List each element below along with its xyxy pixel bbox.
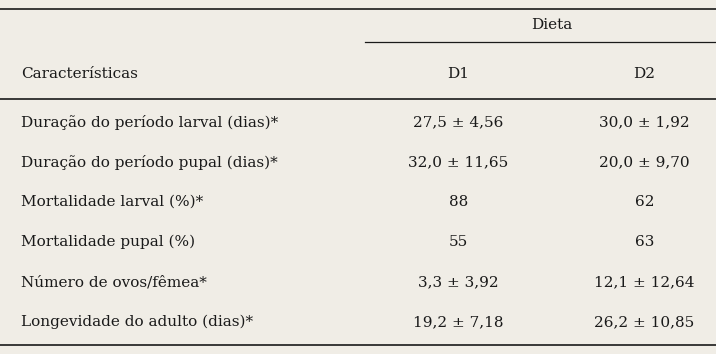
Text: 12,1 ± 12,64: 12,1 ± 12,64: [594, 275, 695, 289]
Text: Duração do período larval (dias)*: Duração do período larval (dias)*: [21, 115, 279, 130]
Text: 26,2 ± 10,85: 26,2 ± 10,85: [594, 315, 695, 329]
Text: Duração do período pupal (dias)*: Duração do período pupal (dias)*: [21, 155, 279, 170]
Text: 20,0 ± 9,70: 20,0 ± 9,70: [599, 155, 690, 169]
Text: 30,0 ± 1,92: 30,0 ± 1,92: [599, 115, 690, 129]
Text: 27,5 ± 4,56: 27,5 ± 4,56: [413, 115, 503, 129]
Text: Mortalidade pupal (%): Mortalidade pupal (%): [21, 235, 195, 249]
Text: 63: 63: [634, 235, 654, 249]
Text: 88: 88: [449, 195, 468, 209]
Text: 3,3 ± 3,92: 3,3 ± 3,92: [418, 275, 498, 289]
Text: Longevidade do adulto (dias)*: Longevidade do adulto (dias)*: [21, 315, 253, 329]
Text: Dieta: Dieta: [531, 18, 572, 32]
Text: Características: Características: [21, 67, 138, 81]
Text: 32,0 ± 11,65: 32,0 ± 11,65: [408, 155, 508, 169]
Text: Mortalidade larval (%)*: Mortalidade larval (%)*: [21, 195, 204, 209]
Text: 19,2 ± 7,18: 19,2 ± 7,18: [413, 315, 503, 329]
Text: Número de ovos/fêmea*: Número de ovos/fêmea*: [21, 275, 208, 289]
Text: D2: D2: [634, 67, 655, 81]
Text: 62: 62: [634, 195, 654, 209]
Text: 55: 55: [449, 235, 468, 249]
Text: D1: D1: [448, 67, 469, 81]
